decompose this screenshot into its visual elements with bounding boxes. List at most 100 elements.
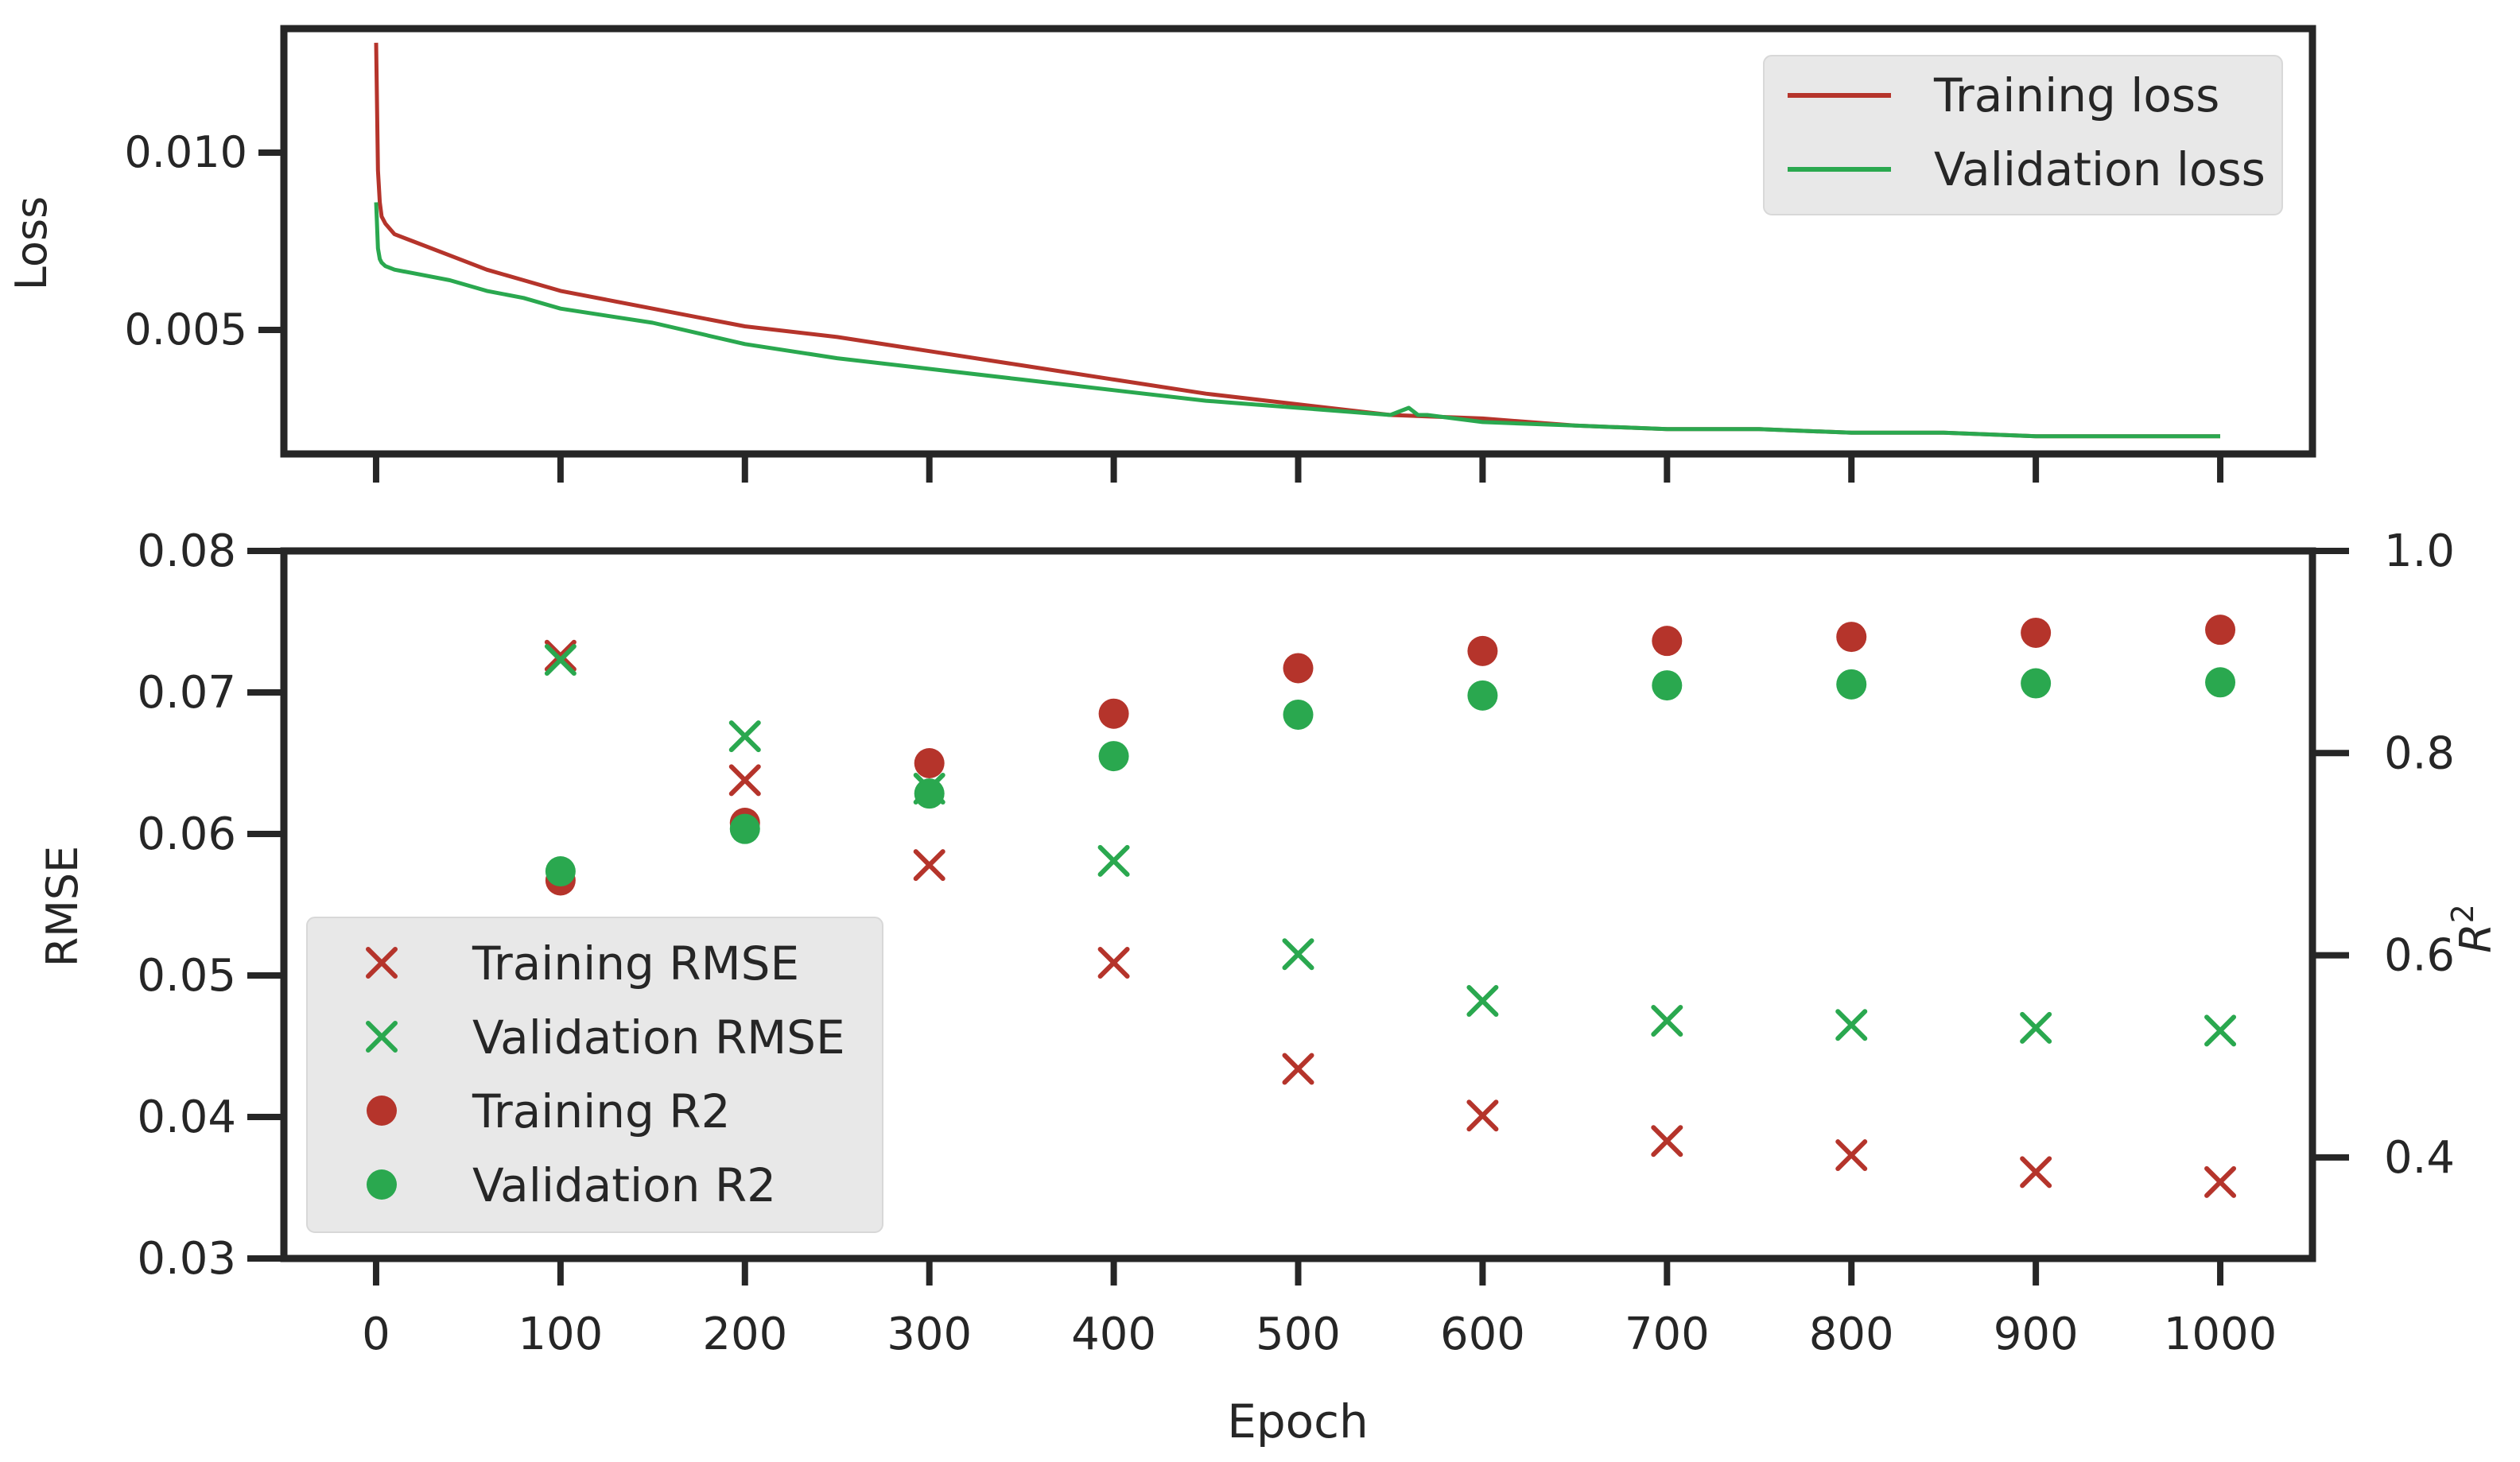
- epoch-xlabel: Epoch: [1227, 1394, 1369, 1448]
- point-validation-rmse: [544, 644, 577, 677]
- loss-plot-area: [374, 42, 2220, 439]
- point-training-rmse: [2204, 1165, 2237, 1198]
- point-validation-r2: [2205, 667, 2236, 698]
- point-validation-rmse-stroke-b: [1466, 985, 1499, 1018]
- loss-legend-box: [1763, 55, 2283, 215]
- point-validation-rmse-stroke-b: [1282, 938, 1314, 971]
- point-validation-r2: [1836, 669, 1867, 700]
- metrics-legend-box: [306, 917, 883, 1233]
- point-training-rmse-stroke-b: [1282, 1053, 1314, 1085]
- point-validation-rmse: [1651, 1004, 1683, 1037]
- rmse-ytick-label: 0.04: [137, 1092, 236, 1143]
- point-validation-rmse-stroke-b: [1651, 1004, 1683, 1037]
- rmse-ytick-label: 0.07: [137, 667, 236, 719]
- legend-marker-training-r2: [367, 1096, 397, 1126]
- epoch-xtick-label: 600: [1440, 1309, 1525, 1360]
- point-training-rmse-stroke-b: [1835, 1139, 1868, 1172]
- r2-ylabel-base: R: [2451, 923, 2501, 953]
- r2-ylabel-sup: 2: [2445, 904, 2480, 923]
- rmse-ytick-label: 0.05: [137, 950, 236, 1002]
- epoch-xtick-label: 400: [1071, 1309, 1156, 1360]
- point-training-r2: [2021, 617, 2052, 648]
- point-training-r2: [1652, 626, 1683, 657]
- line-validation-loss: [374, 202, 2220, 439]
- point-training-rmse-stroke-b: [2020, 1156, 2052, 1189]
- point-validation-rmse-stroke-b: [728, 720, 761, 753]
- legend-marker-validation-rmse: [366, 1021, 398, 1053]
- legend-marker-training-rmse: [366, 947, 398, 979]
- legend-marker-validation-r2: [367, 1169, 397, 1200]
- point-validation-r2: [1467, 680, 1498, 711]
- point-training-rmse-stroke-b: [1097, 946, 1130, 979]
- point-validation-rmse-stroke-b: [544, 644, 577, 677]
- metrics-legend: Training RMSE Validation RMSE Training R2 V…: [306, 917, 883, 1233]
- legend-label-validation-r2: Validation R2: [472, 1158, 776, 1212]
- point-validation-rmse: [2020, 1011, 2052, 1044]
- point-validation-rmse: [913, 773, 945, 805]
- point-validation-rmse: [1466, 985, 1499, 1018]
- legend-label-training-loss: Training loss: [1933, 68, 2219, 122]
- point-training-rmse: [1466, 1099, 1499, 1132]
- rmse-ytick-label: 0.03: [137, 1233, 236, 1285]
- point-training-r2: [2205, 615, 2236, 646]
- loss-ylabel: Loss: [6, 196, 56, 290]
- loss-ytick-label: 0.005: [124, 304, 247, 355]
- point-validation-rmse-stroke-b: [2020, 1011, 2052, 1044]
- loss-legend: Training loss Validation loss: [1763, 55, 2283, 215]
- legend-marker-validation-rmse-stroke-b: [366, 1021, 398, 1053]
- epoch-xtick-label: 800: [1809, 1309, 1894, 1360]
- point-validation-rmse-stroke-b: [1835, 1009, 1868, 1041]
- point-training-r2: [914, 748, 945, 778]
- r2-ytick-label: 0.4: [2384, 1132, 2455, 1184]
- point-training-rmse: [1282, 1053, 1314, 1085]
- epoch-xtick-label: 200: [702, 1309, 787, 1360]
- legend-label-validation-loss: Validation loss: [1934, 142, 2266, 196]
- point-validation-rmse-stroke-b: [1097, 844, 1130, 877]
- rmse-ytick-label: 0.08: [137, 525, 236, 577]
- point-validation-rmse-stroke-b: [913, 773, 945, 805]
- point-validation-rmse: [1835, 1009, 1868, 1041]
- metrics-panel: 0.03 0.04 0.05 0.06 0.07 0.08 0.4 0.6 0.8 1.0 0 100…: [37, 525, 2501, 1448]
- rmse-ytick-label: 0.06: [137, 809, 236, 860]
- point-training-r2: [1283, 653, 1314, 684]
- point-validation-r2: [2021, 668, 2052, 699]
- point-validation-r2: [1098, 741, 1129, 772]
- point-validation-rmse: [1282, 938, 1314, 971]
- point-training-rmse: [913, 849, 945, 882]
- epoch-xtick-label: 500: [1256, 1309, 1341, 1360]
- point-training-rmse-stroke-b: [544, 639, 577, 672]
- point-training-rmse: [1835, 1139, 1868, 1172]
- metrics-axis-ticks: 0.03 0.04 0.05 0.06 0.07 0.08 0.4 0.6 0.8 1.0 0 100…: [137, 525, 2455, 1360]
- point-training-rmse-stroke-b: [913, 849, 945, 882]
- point-training-rmse-stroke-b: [1651, 1125, 1683, 1158]
- epoch-xtick-label: 0: [362, 1309, 390, 1360]
- point-validation-rmse-stroke-b: [2204, 1014, 2237, 1047]
- loss-ytick-label: 0.010: [124, 127, 247, 177]
- loss-axis-ticks: 0.005 0.010: [124, 127, 2224, 483]
- loss-panel: 0.005 0.010 Loss Training loss Validation …: [6, 25, 2316, 483]
- epoch-xtick-label: 700: [1625, 1309, 1710, 1360]
- point-training-rmse: [2020, 1156, 2052, 1189]
- epoch-xtick-label: 1000: [2164, 1309, 2277, 1360]
- legend-label-training-r2: Training R2: [472, 1084, 731, 1138]
- r2-ytick-label: 0.8: [2384, 727, 2455, 779]
- point-validation-r2: [1652, 670, 1683, 701]
- point-training-rmse: [544, 639, 577, 672]
- epoch-xtick-label: 300: [887, 1309, 972, 1360]
- point-validation-r2: [545, 856, 576, 887]
- rmse-ylabel: RMSE: [37, 846, 87, 968]
- point-training-r2: [1098, 698, 1129, 729]
- point-training-rmse: [1097, 946, 1130, 979]
- point-validation-rmse: [2204, 1014, 2237, 1047]
- point-validation-rmse: [1097, 844, 1130, 877]
- point-training-rmse-stroke-b: [2204, 1165, 2237, 1198]
- epoch-xtick-label: 100: [518, 1309, 603, 1360]
- point-validation-rmse: [728, 720, 761, 753]
- point-training-rmse-stroke-b: [728, 764, 761, 797]
- point-validation-r2: [914, 778, 945, 809]
- point-training-rmse-stroke-b: [1466, 1099, 1499, 1132]
- point-training-rmse: [728, 764, 761, 797]
- legend-marker-training-rmse-stroke-b: [366, 947, 398, 979]
- legend-label-validation-rmse: Validation RMSE: [472, 1010, 845, 1065]
